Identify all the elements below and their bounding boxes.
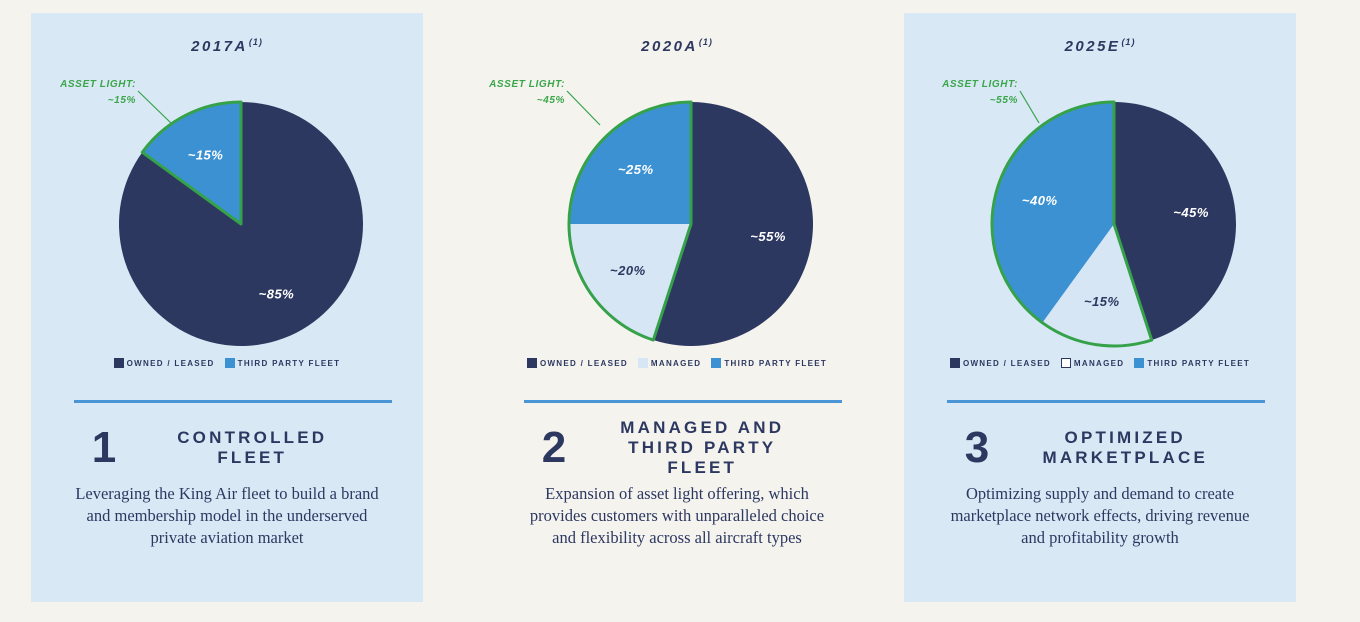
pie-slice-third-party-fleet — [992, 102, 1114, 323]
section-description: Optimizing supply and demand to create m… — [950, 484, 1250, 547]
slice-label-third-party-fleet: ~15% — [188, 147, 224, 162]
legend-item-owned-leased: OWNED / LEASED — [113, 358, 215, 368]
chart-title: 2025E(1) — [1064, 37, 1136, 55]
slice-label-third-party-fleet: ~25% — [618, 162, 654, 177]
section-number: 2 — [541, 423, 567, 472]
legend-item-third-party-fleet: THIRD PARTY FLEET — [711, 358, 827, 368]
pie-slice-owned-leased — [1114, 102, 1236, 341]
section-number: 3 — [964, 423, 990, 472]
asset-light-callout-label: ASSET LIGHT: — [488, 79, 565, 90]
pie-slice-managed — [1042, 224, 1152, 346]
legend-swatch — [711, 358, 722, 368]
legend-swatch — [1060, 358, 1071, 368]
asset-light-leader-line — [137, 90, 174, 126]
pie-chart-2025e: ~45% ~15% ~40% ASSET LIGHT: ~55% — [941, 79, 1236, 348]
legend-item-owned-leased: OWNED / LEASED — [949, 358, 1051, 368]
section-title: MANAGED AND THIRD PARTY FLEET — [620, 418, 785, 477]
strategy-panel-managed-third-party: 2020A(1) ~55% ~20% ~25% ASSET LIGHT: ~45% OW… — [481, 13, 873, 602]
slice-label-managed: ~20% — [610, 263, 646, 278]
asset-light-callout-label: ASSET LIGHT: — [941, 79, 1018, 90]
legend-item-third-party-fleet: THIRD PARTY FLEET — [1134, 358, 1250, 368]
strategy-panel-controlled-fleet: 2017A(1) ~85% ~15% ASSET LIGHT: ~15% OWNED … — [31, 13, 423, 602]
legend-label: THIRD PARTY FLEET — [237, 358, 341, 368]
legend-label: OWNED / LEASED — [126, 358, 215, 368]
chart-title: 2017A(1) — [191, 37, 263, 55]
pie-slice-third-party-fleet — [142, 102, 241, 224]
asset-light-outline — [990, 100, 1154, 348]
section-title: CONTROLLED FLEET — [177, 428, 328, 467]
pie-chart-2020a: ~55% ~20% ~25% ASSET LIGHT: ~45% — [488, 79, 813, 347]
slice-label-third-party-fleet: ~40% — [1022, 193, 1058, 208]
legend-item-owned-leased: OWNED / LEASED — [526, 358, 628, 368]
section-heading: 1 CONTROLLED FLEET — [31, 418, 423, 478]
legend-item-third-party-fleet: THIRD PARTY FLEET — [224, 358, 341, 368]
asset-light-outline — [140, 100, 243, 226]
legend-label: MANAGED — [650, 358, 702, 368]
asset-light-leader-line — [1019, 90, 1040, 124]
slice-label-owned-leased: ~55% — [750, 229, 786, 244]
section-heading: 2 MANAGED AND THIRD PARTY FLEET — [481, 418, 873, 478]
slice-label-owned-leased: ~85% — [259, 287, 295, 302]
chart-legend: OWNED / LEASED THIRD PARTY FLEET — [31, 358, 423, 368]
chart-title: 2020A(1) — [641, 37, 713, 55]
legend-label: OWNED / LEASED — [962, 358, 1051, 368]
legend-swatch — [1134, 358, 1145, 368]
section-divider — [947, 400, 1265, 403]
chart-legend: OWNED / LEASED MANAGED THIRD PARTY FLEET — [481, 358, 873, 368]
asset-light-callout-label: ASSET LIGHT: — [59, 79, 136, 90]
section-description: Leveraging the King Air fleet to build a… — [75, 484, 379, 547]
slice-label-owned-leased: ~45% — [1173, 205, 1209, 220]
legend-swatch — [949, 358, 960, 368]
asset-light-callout-value: ~55% — [990, 95, 1018, 106]
section-title: OPTIMIZED MARKETPLACE — [1042, 428, 1208, 467]
legend-swatch — [637, 358, 648, 368]
section-divider — [524, 400, 842, 403]
legend-label: OWNED / LEASED — [539, 358, 628, 368]
asset-light-outline — [567, 100, 693, 342]
legend-item-managed: MANAGED — [637, 358, 702, 368]
asset-light-leader-line — [566, 90, 601, 126]
pie-chart-2017a: ~85% ~15% ASSET LIGHT: ~15% — [59, 79, 364, 346]
pie-slice-managed — [569, 224, 691, 341]
pie-slice-owned-leased — [653, 102, 813, 347]
strategy-panel-optimized-marketplace: 2025E(1) ~45% ~15% ~40% ASSET LIGHT: ~55% OW… — [904, 13, 1296, 602]
section-divider — [74, 400, 392, 403]
section-heading: 3 OPTIMIZED MARKETPLACE — [904, 418, 1296, 478]
legend-label: MANAGED — [1073, 358, 1125, 368]
asset-light-callout-value: ~45% — [537, 95, 565, 106]
legend-label: THIRD PARTY FLEET — [1147, 358, 1251, 368]
chart-legend: OWNED / LEASED MANAGED THIRD PARTY FLEET — [904, 358, 1296, 368]
legend-label: THIRD PARTY FLEET — [724, 358, 828, 368]
legend-swatch — [526, 358, 537, 368]
asset-light-callout-value: ~15% — [108, 95, 136, 106]
section-number: 1 — [91, 423, 117, 472]
legend-swatch — [113, 358, 124, 368]
legend-item-managed: MANAGED — [1060, 358, 1125, 368]
section-description: Expansion of asset light offering, which… — [529, 484, 825, 547]
pie-slice-third-party-fleet — [569, 102, 691, 224]
legend-swatch — [224, 358, 235, 368]
slice-label-managed: ~15% — [1084, 294, 1120, 309]
